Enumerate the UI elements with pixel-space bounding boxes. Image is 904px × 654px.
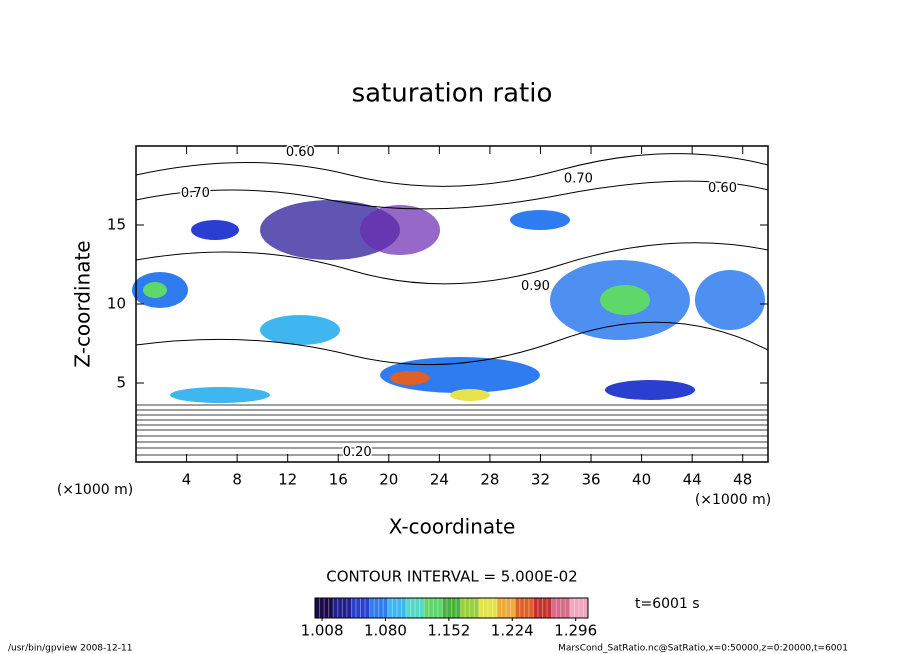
- colorbar-cell: [515, 598, 534, 618]
- contour-label: 0.60: [708, 181, 737, 196]
- colorbar-cell: [387, 598, 407, 618]
- colorbar-cell: [497, 598, 516, 618]
- x-tick-label: 40: [632, 471, 651, 489]
- x-tick-label: 36: [581, 471, 600, 489]
- contour-line: [136, 404, 768, 456]
- field-blob: [605, 380, 695, 400]
- y-tick-label: 15: [107, 216, 126, 234]
- colorbar-cell: [369, 598, 389, 618]
- x-tick-label: 24: [430, 471, 449, 489]
- field-blob: [450, 389, 490, 401]
- contour-label: 0.20: [343, 445, 372, 460]
- colorbar-cell: [551, 598, 571, 618]
- y-axis-label: Z-coordinate: [71, 240, 95, 367]
- x-tick-label: 28: [480, 471, 499, 489]
- colorbar-tick-label: 1.296: [554, 622, 597, 640]
- field-blob: [390, 371, 430, 385]
- colorbar-cell: [460, 598, 480, 618]
- colorbar-cell: [333, 598, 352, 618]
- field: [132, 153, 769, 456]
- x-unit: (×1000 m): [57, 482, 133, 498]
- contour-line: [135, 153, 769, 187]
- y-unit: (×1000 m): [695, 492, 771, 508]
- field-blob: [260, 200, 400, 260]
- colorbar-tick-label: 1.080: [364, 622, 407, 640]
- field-blob: [360, 205, 440, 255]
- contour-label: 0.70: [181, 186, 210, 201]
- field-blob: [600, 285, 650, 315]
- contour-label: 0.90: [521, 279, 550, 294]
- footer-left: /usr/bin/gpview 2008-12-11: [8, 644, 132, 654]
- field-blob: [510, 210, 570, 230]
- colorbar-tick-label: 1.224: [491, 622, 534, 640]
- colorbar-cell: [533, 598, 553, 618]
- field-blob: [170, 387, 270, 403]
- x-tick-label: 4: [182, 471, 192, 489]
- colorbar-cell: [406, 598, 425, 618]
- colorbar-frame: [314, 597, 589, 619]
- contour-label: 0.60: [286, 145, 315, 160]
- chart-title: saturation ratio: [352, 79, 553, 109]
- x-tick-label: 8: [232, 471, 242, 489]
- colorbar-cell: [478, 598, 498, 618]
- colorbar-cell: [424, 598, 443, 618]
- y-tick-label: 10: [107, 295, 126, 313]
- x-tick-label: 12: [278, 471, 297, 489]
- field-blob: [191, 220, 239, 240]
- colorbar-tick-label: 1.008: [301, 622, 344, 640]
- contour-label: 0.70: [564, 172, 593, 187]
- colorbar-cell: [315, 598, 334, 618]
- contour-line: [135, 180, 769, 210]
- contour-line: [135, 242, 769, 285]
- x-axis-label: X-coordinate: [389, 515, 516, 539]
- field-blob: [143, 282, 167, 298]
- colorbar-tick-label: 1.152: [427, 622, 470, 640]
- time-label: t=6001 s: [635, 596, 700, 612]
- field-blob: [260, 315, 340, 345]
- y-tick-label: 5: [116, 374, 126, 392]
- x-tick-label: 16: [329, 471, 348, 489]
- x-tick-label: 20: [379, 471, 398, 489]
- x-tick-label: 44: [683, 471, 702, 489]
- x-tick-label: 48: [733, 471, 752, 489]
- colorbar-cell: [351, 598, 371, 618]
- contour-interval: CONTOUR INTERVAL = 5.000E-02: [326, 568, 577, 586]
- colorbar-cell: [569, 598, 589, 618]
- colorbar-cell: [442, 598, 462, 618]
- x-tick-label: 32: [531, 471, 550, 489]
- field-blob: [695, 270, 765, 330]
- footer-right: MarsCond_SatRatio.nc@SatRatio,x=0:50000,…: [558, 644, 848, 654]
- contour-line: [135, 321, 769, 366]
